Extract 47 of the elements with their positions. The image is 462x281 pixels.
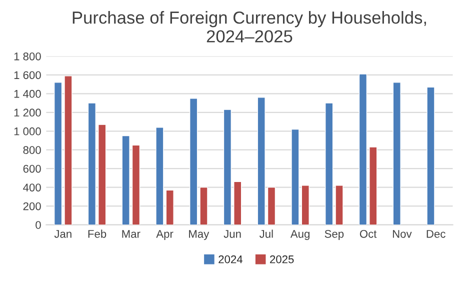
bar xyxy=(369,146,378,225)
bar xyxy=(200,186,208,225)
bar xyxy=(64,76,72,225)
x-tick-label: Jan xyxy=(54,230,72,238)
x-tick-label: Mar xyxy=(122,230,140,238)
bar xyxy=(156,127,164,225)
bar xyxy=(267,186,276,225)
bar xyxy=(325,102,334,225)
y-tick-label: 0 xyxy=(36,221,41,229)
bar xyxy=(335,185,344,225)
bar xyxy=(88,102,96,225)
x-tick-label: Dec xyxy=(426,230,446,238)
bar xyxy=(98,124,106,225)
y-tick-label: 1 800 xyxy=(14,52,41,60)
y-tick-label: 200 xyxy=(23,202,41,210)
chart-title: Purchase of Foreign Currency by Households, 2024–2025 xyxy=(72,11,426,42)
bar xyxy=(132,144,140,225)
x-tick-label: Apr xyxy=(156,230,174,240)
bar xyxy=(291,128,300,225)
x-tick-label: Feb xyxy=(88,230,106,238)
bar xyxy=(257,97,266,225)
bar xyxy=(54,82,62,225)
bar xyxy=(301,185,310,225)
bar xyxy=(223,109,232,225)
bar xyxy=(190,98,198,225)
x-tick-label: Oct xyxy=(360,230,377,238)
y-tick-label: 800 xyxy=(23,146,41,154)
bar xyxy=(358,74,368,225)
bar xyxy=(122,135,130,225)
y-tick-label: 1 600 xyxy=(14,71,41,80)
y-tick-label: 1 400 xyxy=(14,90,41,98)
y-tick-label: 600 xyxy=(23,164,41,173)
x-tick-label: Jul xyxy=(259,230,273,238)
y-tick-label: 1 000 xyxy=(14,127,41,136)
bar xyxy=(234,181,242,225)
legend-label: 2024 xyxy=(218,255,242,264)
x-tick-label: Nov xyxy=(392,230,412,238)
x-tick-label: May xyxy=(189,230,210,240)
y-tick-label: 400 xyxy=(23,184,41,192)
legend-label: 2025 xyxy=(270,255,294,264)
bar xyxy=(426,86,435,225)
x-tick-label: Aug xyxy=(290,230,310,240)
bar xyxy=(392,82,401,225)
x-tick-label: Jun xyxy=(224,230,241,238)
x-tick-label: Sep xyxy=(324,230,344,240)
bar xyxy=(166,190,174,225)
y-tick-label: 1 200 xyxy=(14,108,41,117)
